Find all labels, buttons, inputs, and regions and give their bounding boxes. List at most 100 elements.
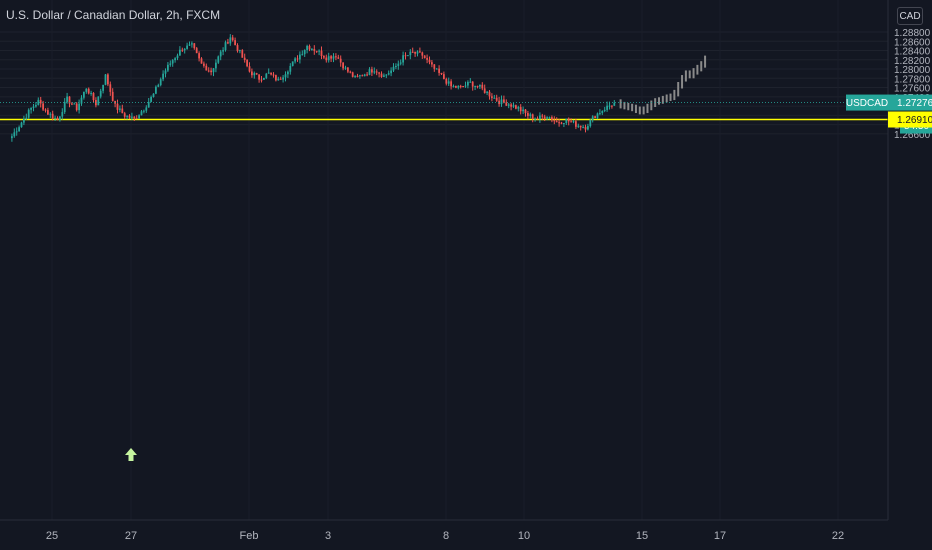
candle-body (402, 55, 404, 62)
candle-body (304, 50, 306, 54)
candle-body (426, 58, 428, 60)
candle-body (306, 46, 308, 50)
candle-body (71, 104, 73, 105)
candle-body (119, 109, 121, 110)
candle-body (580, 126, 582, 128)
candle-body (527, 113, 529, 116)
candle-body (285, 74, 287, 77)
candle-body (160, 79, 162, 85)
candle-body (491, 96, 493, 98)
candle-body (90, 93, 92, 94)
candle-body (472, 82, 474, 87)
candle-body (311, 49, 313, 50)
candle-body (508, 104, 510, 105)
candle-body (515, 105, 517, 109)
candle-body (174, 58, 176, 60)
candle-body (172, 60, 174, 63)
currency-button[interactable]: CAD (897, 7, 923, 25)
candle-body (66, 97, 68, 102)
candle-body (597, 113, 599, 118)
candle-body (102, 85, 104, 91)
candle-body (294, 58, 296, 61)
candle-body (575, 121, 577, 127)
candle-body (450, 81, 452, 86)
candle-body (232, 37, 234, 40)
candle-body (203, 64, 205, 66)
candle-body (189, 44, 191, 45)
candle-body (309, 46, 311, 50)
candle-body (573, 121, 575, 122)
candle-body (539, 116, 541, 119)
candle-body (604, 110, 606, 111)
candle-body (510, 104, 512, 106)
candle-body (513, 105, 515, 106)
candle-body (153, 94, 155, 97)
candle-body (205, 66, 207, 71)
candle-body (196, 48, 198, 53)
candle-body (601, 111, 603, 113)
candle-body (553, 120, 555, 121)
candle-body (220, 52, 222, 57)
candle-body (359, 75, 361, 76)
time-tick-label: 3 (325, 530, 331, 542)
candle-body (378, 73, 380, 74)
candle-body (316, 51, 318, 52)
candle-body (349, 72, 351, 73)
candle-body (383, 75, 385, 76)
candle-body (136, 118, 138, 119)
candle-body (522, 110, 524, 112)
candle-body (124, 113, 126, 117)
candle-body (237, 45, 239, 51)
candle-body (23, 119, 25, 123)
candle-body (49, 114, 51, 115)
candle-body (419, 51, 421, 52)
candle-body (246, 60, 248, 66)
candle-body (594, 116, 596, 118)
candle-body (52, 114, 54, 119)
candle-body (534, 119, 536, 120)
candle-body (390, 71, 392, 74)
candle-body (277, 79, 279, 81)
candle-body (333, 56, 335, 58)
candle-body (409, 52, 411, 55)
candle-body (589, 120, 591, 126)
candle-body (28, 110, 30, 118)
candle-body (275, 75, 277, 80)
candle-body (361, 75, 363, 76)
candle-body (37, 100, 39, 105)
candle-body (133, 117, 135, 119)
candle-body (167, 65, 169, 71)
candle-body (373, 71, 375, 72)
candle-body (381, 74, 383, 77)
candle-body (551, 117, 553, 120)
candle-body (448, 81, 450, 83)
candle-body (64, 102, 66, 112)
candle-body (337, 57, 339, 58)
candle-body (225, 42, 227, 50)
candle-body (443, 74, 445, 79)
candle-body (501, 99, 503, 104)
candle-body (201, 58, 203, 63)
candle-body (467, 82, 469, 86)
candle-body (357, 76, 359, 77)
support-price-label: 1.26910 (897, 115, 932, 126)
candle-body (145, 107, 147, 110)
candle-body (318, 51, 320, 52)
candle-body (325, 58, 327, 61)
candle-body (191, 43, 193, 44)
candle-body (321, 51, 323, 56)
candle-body (340, 59, 342, 63)
candle-body (16, 131, 18, 132)
candle-body (412, 52, 414, 53)
candle-body (429, 60, 431, 62)
candle-body (126, 116, 128, 117)
candle-body (273, 75, 275, 76)
candle-body (181, 50, 183, 51)
candle-body (193, 43, 195, 48)
candle-body (417, 51, 419, 53)
time-tick-label: 8 (443, 530, 449, 542)
candle-body (606, 106, 608, 110)
candle-body (251, 72, 253, 76)
